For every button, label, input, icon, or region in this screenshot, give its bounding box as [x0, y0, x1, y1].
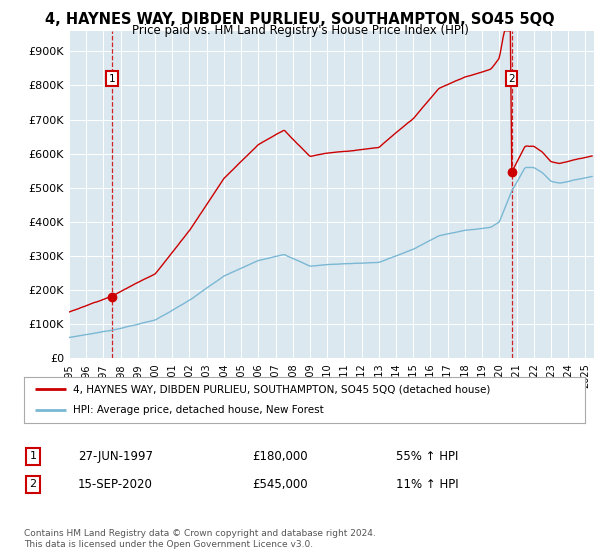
Text: 1: 1	[109, 73, 115, 83]
Text: 55% ↑ HPI: 55% ↑ HPI	[396, 450, 458, 463]
Text: 4, HAYNES WAY, DIBDEN PURLIEU, SOUTHAMPTON, SO45 5QQ: 4, HAYNES WAY, DIBDEN PURLIEU, SOUTHAMPT…	[45, 12, 555, 27]
Text: £545,000: £545,000	[252, 478, 308, 491]
Text: Price paid vs. HM Land Registry's House Price Index (HPI): Price paid vs. HM Land Registry's House …	[131, 24, 469, 37]
Text: 27-JUN-1997: 27-JUN-1997	[78, 450, 153, 463]
Text: 2: 2	[29, 479, 37, 489]
Text: 15-SEP-2020: 15-SEP-2020	[78, 478, 153, 491]
Text: £180,000: £180,000	[252, 450, 308, 463]
Text: Contains HM Land Registry data © Crown copyright and database right 2024.
This d: Contains HM Land Registry data © Crown c…	[24, 529, 376, 549]
Text: 1: 1	[29, 451, 37, 461]
Text: 2: 2	[508, 73, 515, 83]
Text: 11% ↑ HPI: 11% ↑ HPI	[396, 478, 458, 491]
Text: HPI: Average price, detached house, New Forest: HPI: Average price, detached house, New …	[73, 405, 324, 416]
Text: 4, HAYNES WAY, DIBDEN PURLIEU, SOUTHAMPTON, SO45 5QQ (detached house): 4, HAYNES WAY, DIBDEN PURLIEU, SOUTHAMPT…	[73, 384, 491, 394]
